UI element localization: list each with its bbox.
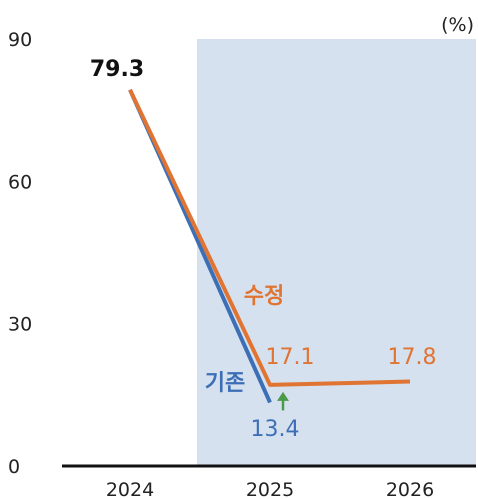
x-tick-label: 2024 bbox=[106, 479, 154, 499]
forecast-shade bbox=[197, 39, 476, 466]
unit-label: (%) bbox=[441, 14, 474, 36]
x-tick-label: 2025 bbox=[246, 479, 294, 499]
y-tick-label: 90 bbox=[8, 29, 32, 51]
x-tick-label: 2026 bbox=[386, 479, 434, 499]
series-name-revised: 수정 bbox=[244, 284, 284, 309]
revision-arrow bbox=[277, 391, 289, 411]
series-line-revised bbox=[128, 88, 411, 387]
y-tick-label: 0 bbox=[8, 456, 20, 478]
data-label-baseline-2025: 13.4 bbox=[251, 417, 300, 442]
y-tick-label: 30 bbox=[8, 314, 32, 336]
data-label-revised-2025: 17.1 bbox=[266, 345, 315, 370]
data-label-revised-2026: 17.8 bbox=[388, 345, 437, 370]
series-name-baseline: 기존 bbox=[205, 371, 245, 396]
revision-arrow-head bbox=[277, 391, 289, 401]
data-label-start: 79.3 bbox=[90, 57, 144, 82]
y-tick-label: 60 bbox=[8, 171, 32, 193]
